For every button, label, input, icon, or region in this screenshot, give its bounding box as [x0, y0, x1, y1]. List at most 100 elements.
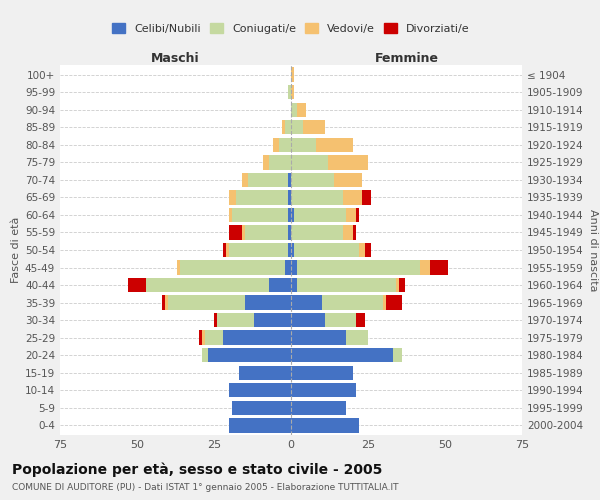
Bar — [291, 348, 392, 362]
Bar — [365, 243, 371, 257]
Bar — [392, 348, 402, 362]
Bar — [278, 138, 291, 152]
Bar — [291, 330, 346, 345]
Bar — [165, 296, 168, 310]
Bar — [180, 260, 285, 274]
Bar — [294, 208, 346, 222]
Y-axis label: Anni di nascita: Anni di nascita — [588, 209, 598, 291]
Bar — [291, 190, 343, 204]
Bar — [291, 68, 294, 82]
Bar — [282, 120, 285, 134]
Bar — [291, 278, 297, 292]
Bar — [291, 383, 356, 398]
Bar — [229, 243, 288, 257]
Bar — [248, 172, 288, 187]
Bar — [396, 278, 399, 292]
Bar — [223, 330, 291, 345]
Bar — [291, 296, 322, 310]
Bar — [356, 313, 365, 328]
Bar — [322, 296, 383, 310]
Bar — [288, 226, 291, 239]
Bar — [291, 243, 294, 257]
Bar — [297, 102, 307, 117]
Bar — [304, 120, 325, 134]
Bar — [205, 330, 223, 345]
Bar — [288, 243, 291, 257]
Bar — [334, 172, 362, 187]
Bar — [291, 313, 325, 328]
Bar — [269, 155, 291, 170]
Bar — [325, 313, 356, 328]
Bar — [239, 366, 291, 380]
Bar — [146, 278, 269, 292]
Bar — [272, 138, 278, 152]
Bar — [399, 278, 405, 292]
Y-axis label: Fasce di età: Fasce di età — [11, 217, 21, 283]
Bar — [269, 278, 291, 292]
Bar — [229, 190, 236, 204]
Bar — [356, 208, 359, 222]
Bar — [214, 313, 217, 328]
Bar — [291, 102, 297, 117]
Bar — [288, 172, 291, 187]
Bar — [291, 138, 316, 152]
Bar — [430, 260, 448, 274]
Bar — [285, 260, 291, 274]
Bar — [263, 155, 269, 170]
Bar — [229, 418, 291, 432]
Bar — [297, 260, 421, 274]
Bar — [285, 120, 291, 134]
Bar — [291, 260, 297, 274]
Text: Popolazione per età, sesso e stato civile - 2005: Popolazione per età, sesso e stato civil… — [12, 462, 382, 477]
Bar — [242, 226, 245, 239]
Bar — [291, 120, 304, 134]
Bar — [359, 243, 365, 257]
Bar — [343, 190, 362, 204]
Bar — [232, 208, 288, 222]
Bar — [229, 226, 242, 239]
Bar — [217, 313, 254, 328]
Bar — [168, 296, 245, 310]
Bar — [291, 418, 359, 432]
Bar — [291, 172, 334, 187]
Bar — [421, 260, 430, 274]
Bar — [128, 278, 146, 292]
Bar — [208, 348, 291, 362]
Bar — [328, 155, 368, 170]
Text: COMUNE DI AUDITORE (PU) - Dati ISTAT 1° gennaio 2005 - Elaborazione TUTTITALIA.I: COMUNE DI AUDITORE (PU) - Dati ISTAT 1° … — [12, 484, 398, 492]
Bar — [288, 208, 291, 222]
Bar — [202, 330, 205, 345]
Bar — [291, 208, 294, 222]
Bar — [291, 366, 353, 380]
Bar — [177, 260, 180, 274]
Legend: Celibi/Nubili, Coniugati/e, Vedovi/e, Divorziati/e: Celibi/Nubili, Coniugati/e, Vedovi/e, Di… — [108, 19, 474, 38]
Bar — [291, 155, 328, 170]
Bar — [254, 313, 291, 328]
Bar — [291, 85, 294, 100]
Bar — [242, 172, 248, 187]
Text: Maschi: Maschi — [151, 52, 200, 65]
Bar — [236, 190, 288, 204]
Bar — [226, 243, 229, 257]
Bar — [245, 226, 288, 239]
Text: Femmine: Femmine — [374, 52, 439, 65]
Bar — [353, 226, 356, 239]
Bar — [297, 278, 396, 292]
Bar — [199, 330, 202, 345]
Bar — [291, 226, 343, 239]
Bar — [202, 348, 208, 362]
Bar — [229, 208, 232, 222]
Bar — [223, 243, 226, 257]
Bar — [343, 226, 353, 239]
Bar — [386, 296, 402, 310]
Bar — [161, 296, 165, 310]
Bar — [232, 400, 291, 415]
Bar — [383, 296, 386, 310]
Bar — [362, 190, 371, 204]
Bar — [288, 190, 291, 204]
Bar — [291, 400, 346, 415]
Bar — [294, 243, 359, 257]
Bar — [346, 208, 356, 222]
Bar — [346, 330, 368, 345]
Bar — [288, 85, 291, 100]
